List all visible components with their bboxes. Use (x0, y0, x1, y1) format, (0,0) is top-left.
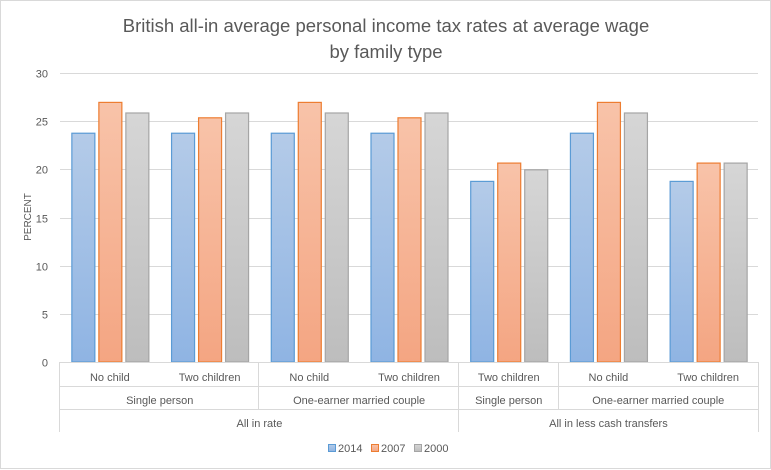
bar-2000-6 (723, 162, 748, 363)
bar-2014-1 (170, 132, 196, 363)
x-group-label: One-earner married couple (592, 395, 724, 407)
y-axis-title: PERCENT (23, 193, 34, 241)
x-category-label: Two children (677, 372, 739, 384)
bar-2007-4 (497, 162, 522, 363)
bar-2000-2 (324, 112, 349, 363)
bar-2014-0 (71, 132, 96, 363)
bar-2007-3 (397, 117, 422, 363)
bar-2014-3 (370, 132, 395, 363)
bar-2000-3 (424, 112, 449, 363)
x-category-label: No child (289, 372, 329, 384)
x-supergroup-label: All in less cash transfers (549, 418, 668, 430)
x-group-label: Single person (475, 395, 542, 407)
y-tick-label: 25 (36, 117, 48, 129)
bar-2000-1 (224, 112, 250, 363)
y-tick-label: 10 (36, 262, 48, 274)
x-category-label: No child (589, 372, 629, 384)
bar-2014-2 (270, 132, 295, 363)
legend-swatch-2014 (328, 444, 336, 452)
bar-2007-0 (98, 101, 123, 363)
legend-swatch-2007 (371, 444, 379, 452)
legend-label: 2014 (338, 443, 362, 455)
x-category-label: Two children (378, 372, 440, 384)
legend-label: 2007 (381, 443, 405, 455)
x-category-label: No child (90, 372, 130, 384)
x-category-label: Two children (179, 372, 241, 384)
y-axis-ticks: 0 5 10 15 20 25 30 (36, 69, 48, 370)
y-tick-label: 30 (36, 69, 48, 81)
x-category-label: Two children (478, 372, 540, 384)
legend-swatch-2000 (414, 444, 422, 452)
bar-2014-5 (569, 132, 595, 363)
legend-item-2000[interactable]: 2000 (414, 443, 449, 455)
bar-2000-5 (623, 112, 649, 363)
bar-2007-5 (596, 101, 622, 363)
bar-2000-0 (125, 112, 150, 363)
bar-2000-4 (524, 169, 549, 363)
legend-item-2007[interactable]: 2007 (371, 443, 406, 455)
legend-item-2014[interactable]: 2014 (328, 443, 363, 455)
x-group-label: One-earner married couple (293, 395, 425, 407)
chart-title-line-1: British all-in average personal income t… (123, 15, 650, 36)
y-tick-label: 5 (42, 310, 48, 322)
legend-label: 2000 (424, 443, 448, 455)
chart-title: British all-in average personal income t… (123, 15, 650, 62)
x-axis: No child Two children No child Two children… (59, 362, 759, 432)
bar-2014-6 (669, 180, 694, 363)
chart-title-line-2: by family type (329, 41, 442, 62)
x-supergroup-label: All in rate (236, 418, 282, 430)
x-group-label: Single person (126, 395, 193, 407)
y-tick-label: 20 (36, 165, 48, 177)
bar-2014-4 (470, 180, 495, 363)
bar-2007-6 (696, 162, 721, 363)
y-tick-label: 0 (42, 358, 48, 370)
bar-2007-1 (197, 117, 223, 363)
bars (71, 101, 748, 363)
y-tick-label: 15 (36, 214, 48, 226)
legend[interactable]: 2014 2007 2000 (328, 443, 449, 455)
bar-2007-2 (297, 101, 322, 363)
